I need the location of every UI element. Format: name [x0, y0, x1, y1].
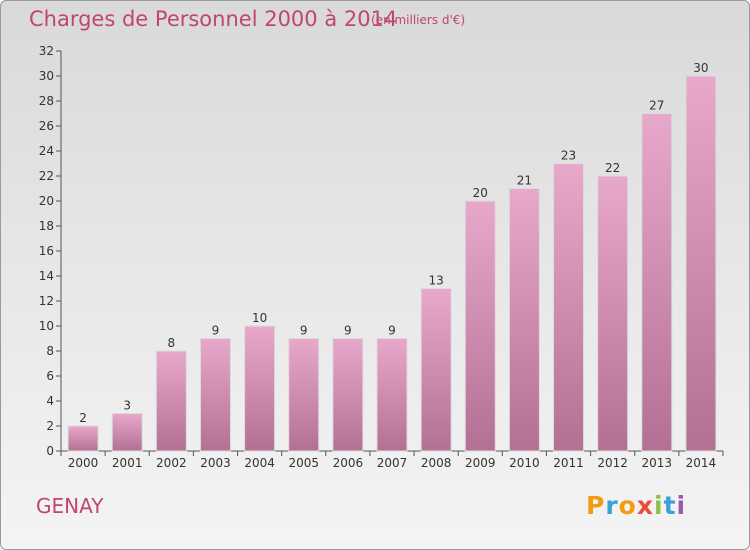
y-tick-label: 6 — [46, 369, 54, 383]
x-tick-label: 2002 — [156, 456, 187, 470]
y-tick-label: 24 — [39, 144, 54, 158]
x-tick-label: 2011 — [553, 456, 584, 470]
x-tick-label: 2014 — [686, 456, 717, 470]
y-tick-label: 28 — [39, 94, 54, 108]
data-label-2012: 22 — [605, 161, 620, 175]
y-tick-label: 4 — [46, 394, 54, 408]
bar-2004[interactable] — [244, 325, 276, 452]
logo-letter: t — [663, 491, 677, 520]
bar-2000[interactable] — [67, 425, 99, 452]
y-tick-label: 10 — [39, 319, 54, 333]
bar-2009[interactable] — [464, 200, 496, 452]
x-tick-label: 2003 — [200, 456, 231, 470]
bar-2011[interactable] — [553, 163, 585, 452]
x-tick-label: 2010 — [509, 456, 540, 470]
x-tick-label: 2006 — [333, 456, 364, 470]
x-tick-label: 2012 — [597, 456, 628, 470]
y-tick-label: 18 — [39, 219, 54, 233]
bar-2002[interactable] — [155, 350, 187, 452]
bar-2001[interactable] — [111, 413, 143, 452]
bar-2012[interactable] — [597, 175, 629, 452]
data-label-2006: 9 — [344, 324, 352, 338]
bar-2010[interactable] — [508, 188, 540, 452]
x-tick-label: 2001 — [112, 456, 143, 470]
city-name: GENAY — [36, 494, 104, 518]
y-tick-label: 22 — [39, 169, 54, 183]
data-label-2014: 30 — [693, 61, 708, 75]
y-tick-label: 26 — [39, 119, 54, 133]
data-label-2009: 20 — [473, 186, 488, 200]
y-tick-label: 14 — [39, 269, 54, 283]
data-label-2000: 2 — [79, 411, 87, 425]
x-tick-label: 2004 — [244, 456, 275, 470]
bar-2013[interactable] — [641, 113, 673, 452]
data-label-2003: 9 — [212, 324, 220, 338]
bar-2006[interactable] — [332, 338, 364, 452]
logo-letter: o — [618, 491, 637, 520]
y-tick-label: 16 — [39, 244, 54, 258]
logo-letter: i — [676, 491, 687, 520]
x-tick-label: 2013 — [642, 456, 673, 470]
data-label-2013: 27 — [649, 99, 664, 113]
data-label-2010: 21 — [517, 174, 532, 188]
logo-letter: i — [654, 491, 664, 520]
chart-title: Charges de Personnel 2000 à 2014 — [29, 7, 398, 31]
x-tick-label: 2005 — [288, 456, 319, 470]
x-tick-label: 2009 — [465, 456, 496, 470]
data-label-2011: 23 — [561, 149, 576, 163]
y-tick-label: 0 — [46, 444, 54, 458]
data-label-2008: 13 — [428, 274, 443, 288]
y-tick-label: 8 — [46, 344, 54, 358]
logo-letter: x — [636, 491, 654, 520]
data-label-2001: 3 — [123, 399, 131, 413]
y-tick-label: 32 — [39, 44, 54, 58]
y-tick-label: 30 — [39, 69, 54, 83]
bar-2003[interactable] — [199, 338, 231, 452]
logo-letter: r — [605, 491, 619, 520]
bar-2014[interactable] — [685, 75, 717, 452]
x-tick-label: 2008 — [421, 456, 452, 470]
bar-2008[interactable] — [420, 288, 452, 452]
x-tick-label: 2007 — [377, 456, 408, 470]
data-label-2004: 10 — [252, 311, 267, 325]
y-tick-label: 20 — [39, 194, 54, 208]
data-label-2002: 8 — [168, 336, 176, 350]
data-label-2007: 9 — [388, 324, 396, 338]
logo-letter: P — [586, 491, 606, 520]
bars — [67, 75, 717, 452]
bar-2005[interactable] — [288, 338, 320, 452]
x-tick-label: 2000 — [68, 456, 99, 470]
proxiti-logo[interactable]: Proxiti — [586, 491, 686, 520]
chart-unit: (en milliers d'€) — [371, 13, 466, 27]
data-label-2005: 9 — [300, 324, 308, 338]
y-tick-label: 2 — [46, 419, 54, 433]
y-tick-label: 12 — [39, 294, 54, 308]
bar-2007[interactable] — [376, 338, 408, 452]
